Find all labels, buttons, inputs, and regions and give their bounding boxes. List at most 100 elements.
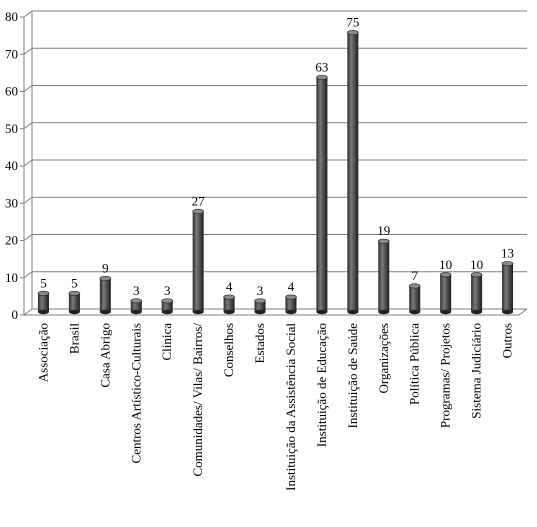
x-tick-label: Organizações bbox=[376, 323, 391, 394]
bar-base bbox=[347, 309, 359, 315]
bar-top bbox=[161, 298, 174, 304]
data-label: 3 bbox=[164, 283, 171, 298]
bar-top bbox=[99, 275, 112, 281]
bar-base bbox=[223, 309, 235, 315]
gridline-side bbox=[23, 159, 33, 167]
bar-base bbox=[409, 309, 421, 315]
x-tick-label: Instituição de Educação bbox=[314, 323, 329, 447]
data-label: 75 bbox=[346, 15, 359, 30]
y-tick-label: 50 bbox=[5, 121, 18, 136]
floor-right-edge bbox=[518, 308, 528, 316]
bar-body bbox=[161, 300, 173, 312]
data-label: 3 bbox=[257, 283, 264, 298]
bar bbox=[377, 238, 390, 315]
data-label: 63 bbox=[315, 59, 328, 74]
bars bbox=[37, 30, 514, 315]
bar-top bbox=[68, 290, 81, 296]
bar bbox=[408, 283, 421, 315]
gridline-side bbox=[23, 10, 33, 18]
bar-body bbox=[68, 293, 80, 312]
bar bbox=[470, 272, 483, 315]
x-tick-label: Sistema Judiciário bbox=[469, 323, 484, 419]
bar-base bbox=[378, 309, 390, 315]
bar-body bbox=[99, 278, 111, 312]
bar-top bbox=[254, 298, 266, 304]
bar bbox=[37, 290, 50, 315]
bar-body bbox=[254, 300, 266, 312]
bar-top bbox=[439, 272, 452, 278]
y-tick-label: 40 bbox=[5, 158, 18, 173]
bar bbox=[161, 298, 174, 315]
x-tick-label: Instituição da Assistência Social bbox=[283, 323, 298, 491]
bar bbox=[347, 30, 359, 315]
gridline-side bbox=[23, 308, 33, 316]
bar-base bbox=[37, 309, 49, 315]
bar-body bbox=[347, 32, 359, 312]
data-label: 7 bbox=[411, 268, 418, 283]
x-tick-label: Outros bbox=[500, 323, 515, 358]
bar-base bbox=[471, 309, 483, 315]
labels: 5 Associação 5 Brasil 9 Casa Abrigo 3 Centros A… bbox=[35, 15, 514, 491]
x-tick-label: Brasil bbox=[66, 323, 81, 354]
bar-body bbox=[285, 297, 297, 312]
data-label: 5 bbox=[40, 275, 47, 290]
data-label: 19 bbox=[377, 223, 390, 238]
data-label: 4 bbox=[288, 279, 295, 294]
bar-body bbox=[378, 241, 390, 312]
x-tick-label: Casa Abrigo bbox=[97, 323, 112, 388]
bar-body bbox=[471, 274, 483, 312]
y-tick-label: 20 bbox=[5, 233, 18, 248]
bar-top bbox=[377, 238, 390, 244]
bar bbox=[192, 208, 204, 315]
y-tick-label: 30 bbox=[5, 195, 18, 210]
bar-top bbox=[470, 272, 483, 278]
data-label: 5 bbox=[71, 275, 78, 290]
bar-base bbox=[440, 309, 452, 315]
x-tick-label: Política Pública bbox=[407, 323, 422, 405]
bar-top bbox=[316, 74, 328, 80]
data-label: 13 bbox=[501, 246, 514, 261]
bar bbox=[254, 298, 266, 315]
bar-top bbox=[347, 30, 359, 36]
bar-base bbox=[161, 309, 173, 315]
bar-body bbox=[409, 285, 421, 312]
bar-top bbox=[285, 294, 297, 300]
gridline-side bbox=[23, 47, 33, 55]
bar-top bbox=[37, 290, 50, 296]
y-tick-label: 10 bbox=[5, 270, 18, 285]
bar-top bbox=[408, 283, 421, 289]
bar-base bbox=[285, 309, 297, 315]
y-tick-label: 0 bbox=[12, 307, 19, 322]
x-tick-label: Centros Artístico-Culturais bbox=[128, 323, 143, 463]
gridlines bbox=[23, 10, 527, 316]
bar bbox=[68, 290, 81, 315]
y-tick-label: 70 bbox=[5, 46, 18, 61]
bar-body bbox=[130, 300, 142, 312]
data-label: 27 bbox=[192, 193, 206, 208]
data-label: 10 bbox=[439, 257, 452, 272]
x-tick-label: Conselhos bbox=[221, 323, 236, 377]
bar-body bbox=[316, 77, 328, 312]
bar bbox=[285, 294, 297, 315]
x-tick-label: Comunidades/ Vilas/ Bairros/ bbox=[190, 323, 205, 477]
x-tick-label: Instituição de Saúde bbox=[345, 323, 360, 429]
x-tick-label: Associação bbox=[35, 323, 50, 382]
y-tick-label: 80 bbox=[5, 9, 18, 24]
bar bbox=[130, 298, 143, 315]
bar-base bbox=[254, 309, 266, 315]
x-tick-label: Programas/ Projetos bbox=[438, 323, 453, 428]
bar-base bbox=[99, 309, 111, 315]
bar-base bbox=[502, 309, 514, 315]
gridline-side bbox=[23, 122, 33, 130]
gridline-side bbox=[23, 196, 33, 204]
bar-base bbox=[316, 309, 328, 315]
bar-body bbox=[440, 274, 452, 312]
bar bbox=[223, 294, 235, 315]
bar-top bbox=[501, 261, 514, 267]
bar-top bbox=[192, 208, 204, 214]
bar-base bbox=[192, 309, 204, 315]
bar-body bbox=[192, 211, 204, 312]
bar-body bbox=[37, 293, 49, 312]
bar bbox=[501, 261, 514, 315]
